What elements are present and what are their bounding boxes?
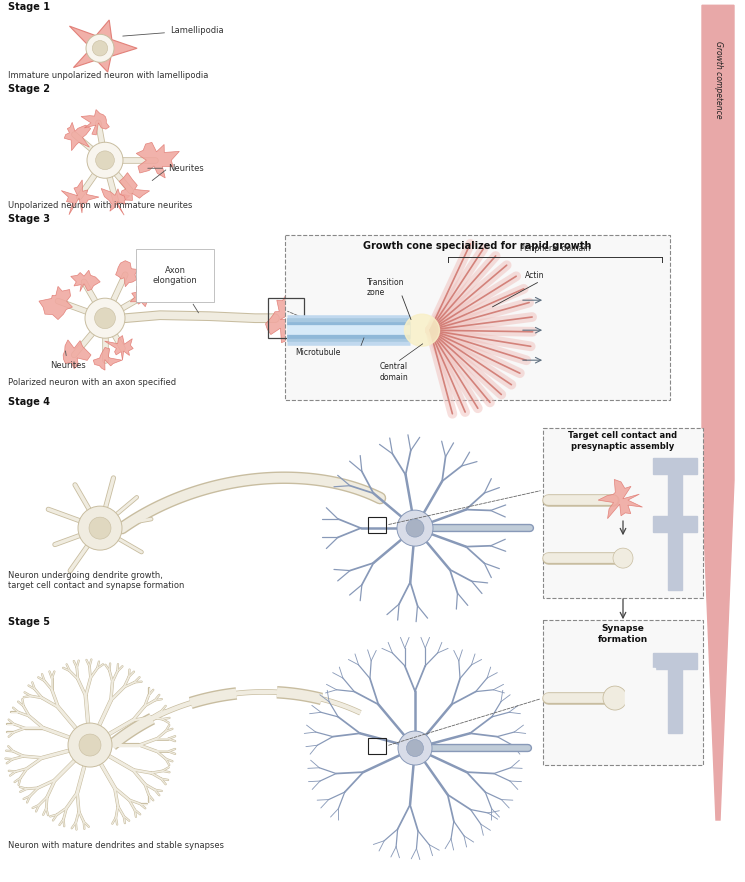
Text: Lamellipodia: Lamellipodia — [123, 26, 224, 36]
Text: Actin: Actin — [525, 271, 545, 280]
Text: Neurites: Neurites — [148, 164, 203, 173]
Bar — [653, 516, 697, 532]
Text: Microtubule: Microtubule — [295, 348, 340, 357]
Circle shape — [406, 519, 424, 537]
Circle shape — [603, 686, 627, 710]
Ellipse shape — [405, 314, 440, 346]
Circle shape — [95, 308, 115, 329]
FancyBboxPatch shape — [285, 235, 670, 400]
Polygon shape — [71, 270, 101, 292]
Text: Stage 1: Stage 1 — [8, 3, 50, 12]
Text: Peripheral domain: Peripheral domain — [520, 244, 590, 253]
Text: Target cell contact and
presynaptic assembly: Target cell contact and presynaptic asse… — [568, 431, 677, 451]
Circle shape — [89, 517, 111, 539]
Text: Stage 4: Stage 4 — [8, 397, 50, 407]
Polygon shape — [702, 5, 734, 820]
FancyBboxPatch shape — [543, 428, 703, 598]
Polygon shape — [39, 287, 72, 319]
FancyBboxPatch shape — [543, 620, 703, 765]
Polygon shape — [101, 189, 130, 215]
Text: Stage 5: Stage 5 — [8, 617, 50, 627]
Polygon shape — [119, 173, 150, 200]
Text: Growth competence: Growth competence — [714, 41, 723, 119]
Polygon shape — [136, 142, 180, 178]
Bar — [668, 468, 682, 532]
Text: Polarized neuron with an axon specified: Polarized neuron with an axon specified — [8, 378, 176, 387]
Text: Stage 3: Stage 3 — [8, 214, 50, 224]
Text: Neuron with mature dendrites and stable synapses: Neuron with mature dendrites and stable … — [8, 841, 224, 850]
Text: Neurites: Neurites — [50, 351, 86, 370]
Bar — [625, 668, 655, 728]
Text: Central
domain: Central domain — [380, 363, 409, 382]
Polygon shape — [265, 289, 309, 343]
Circle shape — [397, 510, 433, 546]
Bar — [629, 470, 651, 530]
Circle shape — [68, 723, 112, 767]
Text: Axon
elongation: Axon elongation — [153, 265, 198, 313]
Polygon shape — [104, 335, 133, 360]
Circle shape — [398, 731, 432, 765]
Polygon shape — [81, 109, 110, 135]
Text: Stage 2: Stage 2 — [8, 85, 50, 94]
Circle shape — [85, 298, 125, 338]
Polygon shape — [130, 286, 158, 307]
Bar — [653, 458, 697, 475]
Polygon shape — [69, 20, 137, 72]
Polygon shape — [93, 348, 122, 370]
Polygon shape — [115, 261, 138, 287]
Circle shape — [613, 548, 633, 568]
Bar — [653, 653, 697, 669]
Text: Immature unpolarized neuron with lamellipodia: Immature unpolarized neuron with lamelli… — [8, 71, 209, 80]
Polygon shape — [63, 340, 91, 369]
Circle shape — [92, 41, 108, 56]
Bar — [668, 663, 682, 733]
Circle shape — [95, 151, 115, 169]
Circle shape — [86, 34, 114, 63]
Polygon shape — [598, 480, 642, 519]
Circle shape — [79, 734, 101, 756]
Text: Growth cone specialized for rapid growth: Growth cone specialized for rapid growth — [364, 241, 592, 251]
Polygon shape — [64, 123, 91, 151]
Circle shape — [78, 506, 122, 550]
Text: Neuron undergoing dendrite growth,
target cell contact and synapse formation: Neuron undergoing dendrite growth, targe… — [8, 571, 184, 590]
Text: Transition
zone: Transition zone — [367, 278, 405, 297]
Bar — [668, 527, 682, 590]
Polygon shape — [61, 180, 99, 214]
Text: Synapse
formation: Synapse formation — [598, 624, 648, 644]
Circle shape — [407, 739, 423, 757]
Circle shape — [87, 142, 123, 178]
Text: Unpolarized neuron with immature neurites: Unpolarized neuron with immature neurite… — [8, 201, 192, 210]
